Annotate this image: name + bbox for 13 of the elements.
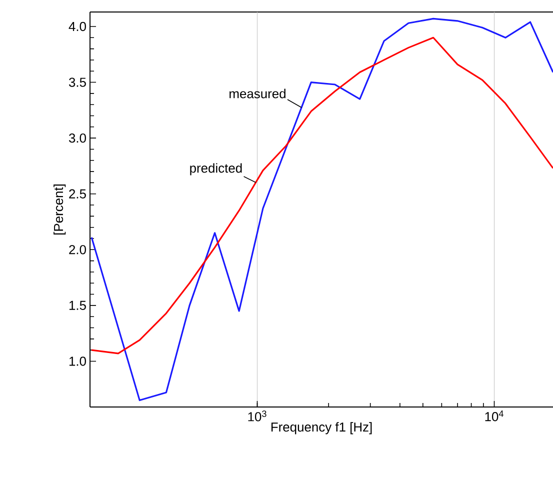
series-label: measured [230, 88, 286, 98]
y-tick-label: 4.0 [68, 22, 86, 32]
x-axis-title: Frequency f1 [Hz] [271, 422, 372, 434]
y-tick-label: 3.5 [68, 78, 86, 87]
y-tick-label: 1.0 [69, 356, 86, 366]
series-label: predicted [190, 163, 242, 176]
y-tick-label: 1.5 [69, 300, 86, 310]
y-tick-label: 2.5 [69, 189, 86, 198]
x-tick-label: 10$^{3}$ [248, 410, 266, 422]
y-tick-label: 3.0 [68, 133, 86, 143]
y-tick-label: 2.0 [69, 245, 86, 254]
x-tick-label: 10$^{4}$ [485, 410, 504, 422]
y-axis-title: [Percent] [54, 184, 66, 234]
